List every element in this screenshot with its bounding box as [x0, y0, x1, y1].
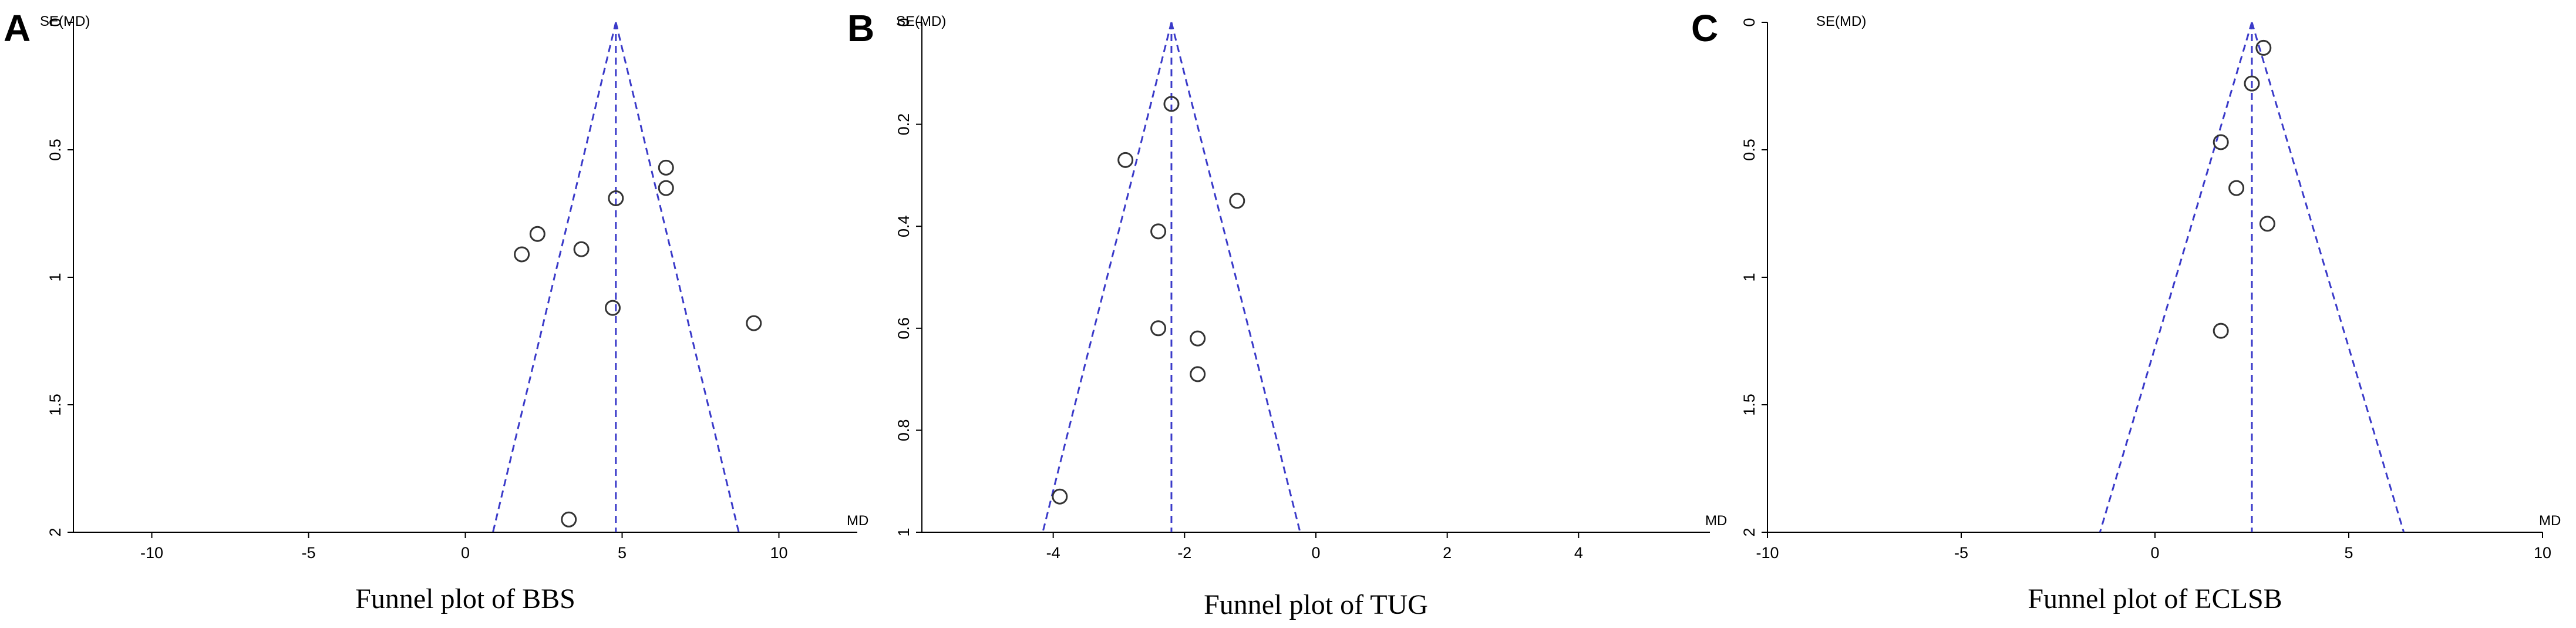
x-tick-label: 4	[1574, 544, 1583, 562]
y-tick-label: 0	[1740, 18, 1758, 26]
y-tick-label: 2	[46, 528, 64, 536]
study-point	[608, 190, 624, 206]
study-point	[2244, 75, 2260, 92]
x-tick-label: 0	[1311, 544, 1320, 562]
plot-title: Funnel plot of ECLSB	[2028, 583, 2282, 614]
study-point	[604, 300, 621, 316]
x-tick-label: -10	[140, 544, 163, 562]
study-point	[1190, 366, 1206, 382]
x-axis-label: MD	[847, 513, 868, 529]
study-point	[514, 246, 530, 263]
panel-c: C 0 0.5 1 1.5 2 -10 -5 0 5 10 SE(MD) MD Funnel plot o…	[1691, 7, 2561, 614]
y-tick-label: 0.6	[895, 317, 912, 340]
funnel-left-limit	[492, 22, 617, 533]
study-point	[573, 241, 590, 257]
y-axis-label: SE(MD)	[40, 14, 90, 29]
x-tick-label: -2	[1177, 544, 1191, 562]
x-tick-label: 0	[2150, 544, 2159, 562]
study-point	[529, 226, 545, 242]
study-point	[1163, 96, 1180, 112]
x-tick-label: 2	[1443, 544, 1452, 562]
study-point	[2213, 134, 2229, 150]
funnel-left-limit	[1042, 22, 1173, 533]
panel-b: B 0 0.2 0.4 0.6 0.8 1 -4 -2 0 2 4 SE(MD) MD Funnel plo…	[847, 7, 1727, 620]
study-point	[1117, 152, 1134, 168]
x-tick-label: 5	[2344, 544, 2353, 562]
study-point	[658, 159, 674, 176]
y-tick-label: 0.8	[895, 419, 912, 442]
y-tick-label: 2	[1740, 528, 1758, 536]
funnel-right-limit	[1170, 22, 1301, 533]
x-tick-label: -10	[1756, 544, 1779, 562]
study-point	[746, 315, 762, 331]
y-tick-label: 1.5	[46, 394, 64, 416]
study-point	[658, 180, 674, 196]
study-point	[1052, 488, 1068, 505]
x-axis-label: MD	[2539, 513, 2561, 529]
x-tick-label: -5	[301, 544, 315, 562]
x-axis-label: MD	[1705, 513, 1727, 529]
y-tick-label: 0.5	[46, 139, 64, 161]
study-point	[1150, 320, 1167, 337]
panel-letter: B	[847, 7, 874, 49]
study-point	[561, 511, 577, 528]
study-point	[2213, 323, 2229, 339]
y-axis-label: SE(MD)	[896, 14, 946, 29]
y-tick-label: 1.5	[1740, 394, 1758, 416]
study-point	[2259, 216, 2275, 232]
y-tick-label: 0.5	[1740, 139, 1758, 161]
y-tick-label: 1	[46, 273, 64, 281]
y-axis-label: SE(MD)	[1816, 14, 1866, 29]
y-tick-label: 0.4	[895, 215, 912, 237]
y-tick-label: 0	[895, 18, 912, 26]
y-tick-label: 1	[1740, 273, 1758, 281]
plot-title: Funnel plot of BBS	[355, 583, 575, 614]
study-point	[1229, 193, 1245, 209]
x-tick-label: 10	[770, 544, 787, 562]
y-tick-label: 1	[895, 528, 912, 536]
study-point	[2255, 39, 2272, 56]
funnel-left-limit	[2099, 22, 2253, 533]
x-tick-label: 0	[461, 544, 470, 562]
panel-a: A 0 0.5 1 1.5 2 -10 -5 0 5 10 SE(MD) MD Funnel plot o…	[4, 7, 868, 614]
panel-letter: A	[4, 7, 31, 49]
study-point	[1150, 223, 1167, 240]
study-point	[1190, 330, 1206, 347]
plot-title: Funnel plot of TUG	[1204, 589, 1428, 620]
y-tick-label: 0.2	[895, 113, 912, 136]
x-tick-label: 10	[2534, 544, 2551, 562]
study-point	[2228, 180, 2245, 196]
panel-letter: C	[1691, 7, 1718, 49]
y-tick-label: 0	[46, 18, 64, 26]
x-tick-label: -5	[1954, 544, 1968, 562]
funnel-right-limit	[615, 22, 740, 533]
x-tick-label: 5	[618, 544, 627, 562]
x-tick-label: -4	[1046, 544, 1060, 562]
funnel-right-limit	[2251, 22, 2405, 533]
